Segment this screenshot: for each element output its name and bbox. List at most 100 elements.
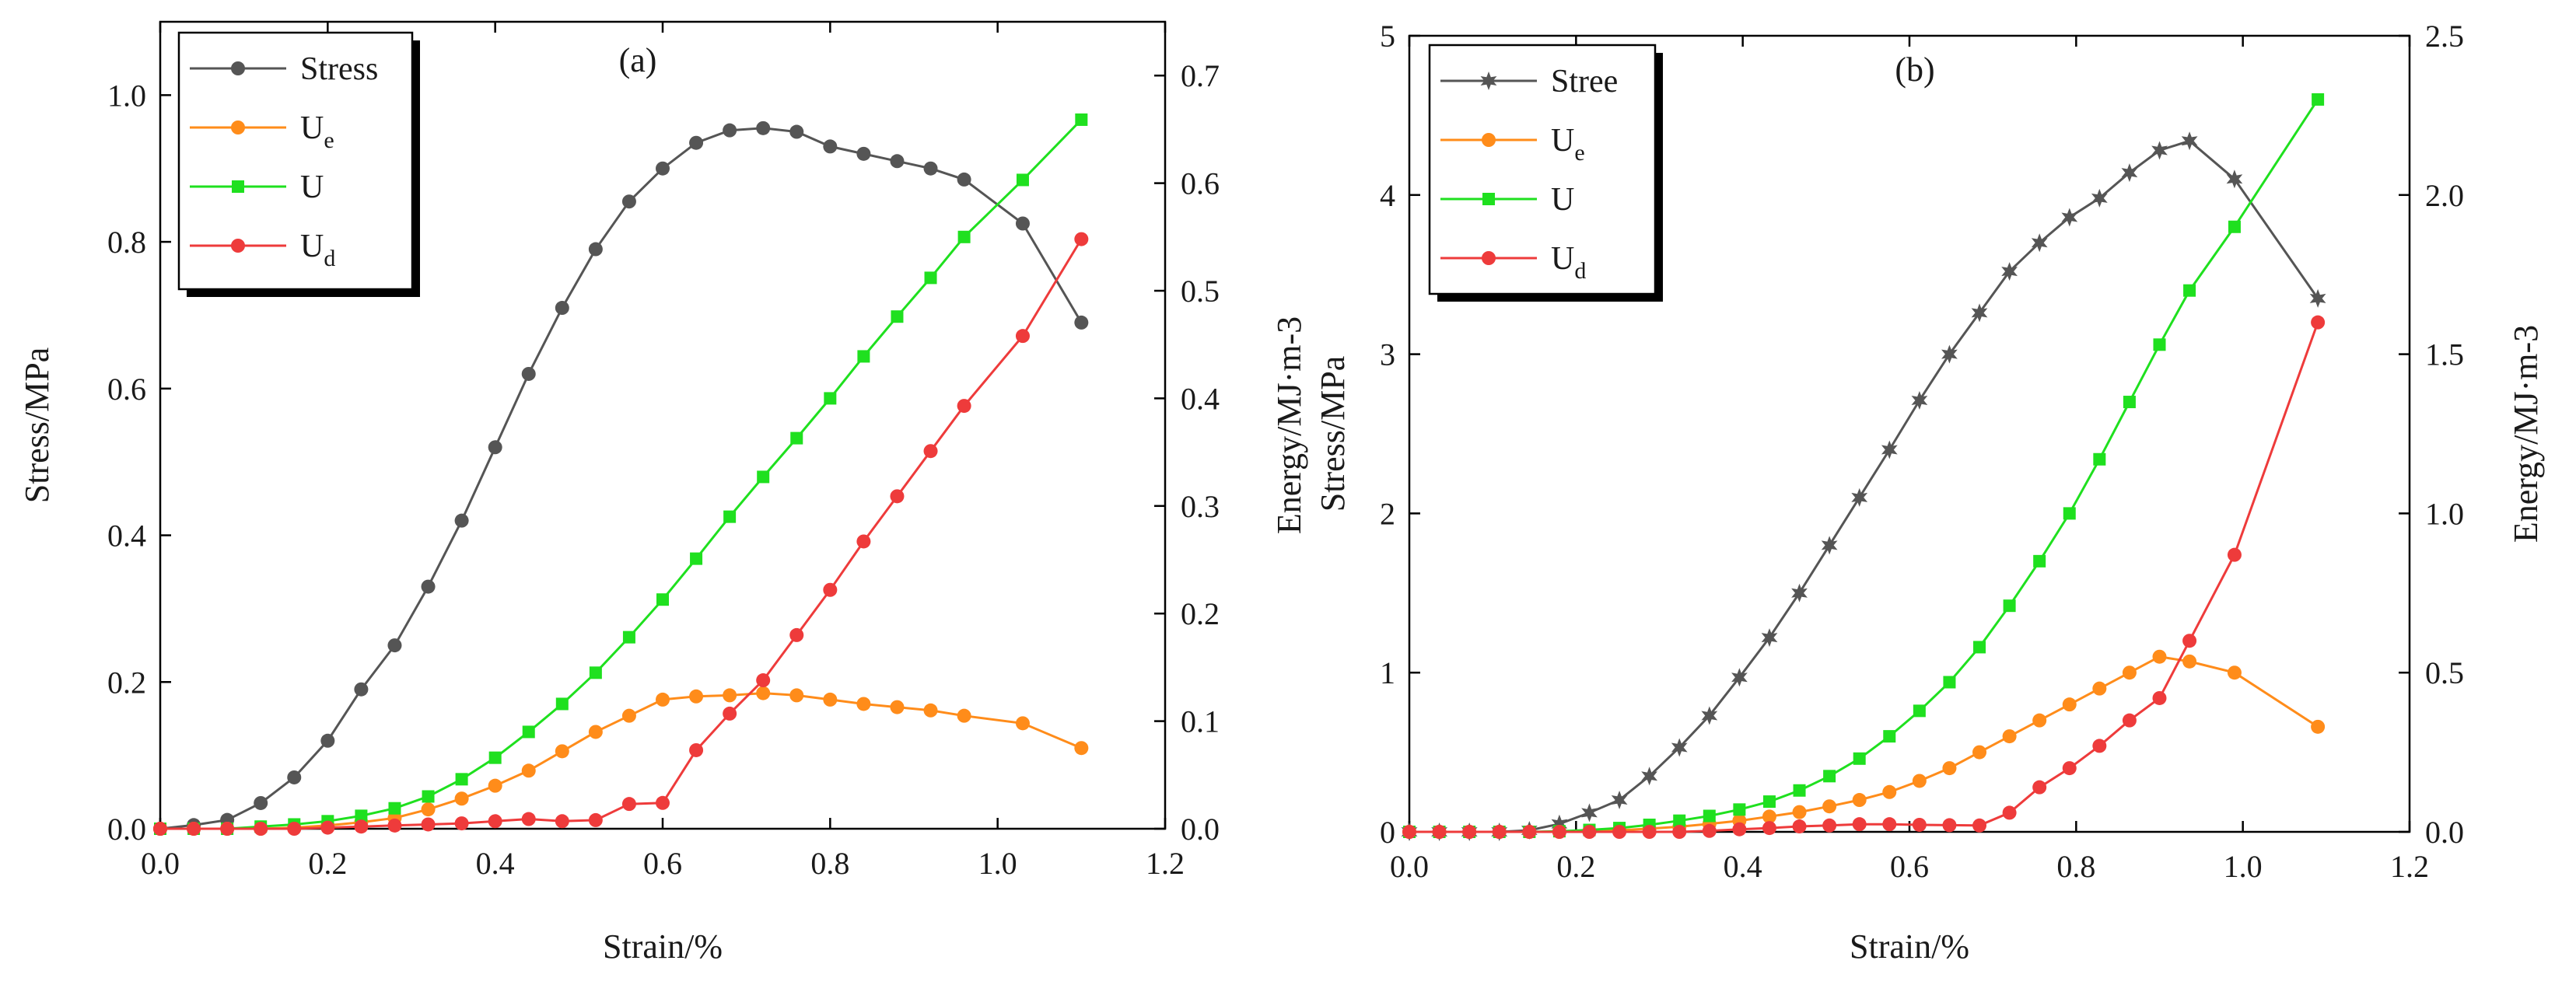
data-point-ud [823,582,838,597]
data-point-ud [1702,823,1717,838]
legend-label-u: U [300,169,324,205]
data-point-u [1913,704,1926,718]
data-point-ud [1015,329,1030,344]
data-point-u [2123,396,2136,409]
data-point-stress [354,682,369,697]
legend-label-subscript: e [324,127,334,153]
data-point-stress [1701,706,1718,725]
data-point-u [522,725,535,739]
panel-a: 0.0 0.2 0.4 0.6 0.8 1.0 1.20.00.20.40.60.81.00… [18,20,1308,966]
data-point-u [455,773,468,786]
data-point-ue [723,688,737,703]
data-point-stress [723,123,737,138]
data-point-ud [555,814,569,829]
legend-marker-u [1482,193,1495,205]
data-point-ud [2002,805,2017,820]
data-point-ue [1822,799,1837,814]
data-point-stress [1821,536,1838,555]
x-tick-label: 0.6 [1890,849,1929,884]
data-point-ud [2311,315,2326,330]
data-point-stress [1015,216,1030,231]
data-point-ud [1822,818,1837,833]
data-point-ud [1522,825,1537,839]
x-tick-label: 0.8 [810,846,849,881]
series-ue [1402,649,2326,839]
data-point-stress [823,139,838,154]
data-point-ud [1882,817,1897,832]
data-point-u [555,697,569,711]
y-left-tick-label: 0.6 [107,372,146,407]
data-point-u [388,802,401,815]
data-point-ue [454,791,469,806]
data-point-stress [2181,131,2198,151]
legend-label-text: U [1551,241,1574,277]
data-point-stress [1581,803,1598,823]
data-point-stress [689,135,704,150]
data-point-u [891,310,904,323]
legend-label-ue: Ue [300,110,334,153]
legend-label-text: Stree [1551,64,1618,100]
data-point-ud [723,706,737,721]
data-point-u [1973,641,1986,654]
data-point-stress [387,638,402,653]
legend-label-subscript: e [1574,140,1584,166]
data-point-ue [923,703,938,718]
y-left-axis-title: Stress/MPa [18,348,56,503]
y-left-tick-label: 3 [1380,337,1395,372]
data-point-ue [2032,713,2047,728]
data-point-ud [1582,825,1597,839]
data-point-ud [2227,547,2242,562]
y-right-tick-label: 0.7 [1181,58,1220,93]
data-point-u [2093,452,2106,466]
data-point-u [1673,814,1686,827]
series-stress [153,121,1089,836]
data-point-u [690,552,703,565]
data-point-ue [2311,719,2326,734]
data-point-ue [823,692,838,707]
legend-label-subscript: d [324,246,335,271]
data-point-stress [1791,583,1808,603]
data-point-ue [488,778,502,793]
series-ud [1402,315,2326,839]
x-tick-label: 0.6 [643,846,682,881]
legend-marker-ud [1482,251,1496,265]
y-left-tick-label: 0.2 [107,665,146,700]
legend-label-u: U [1551,182,1574,218]
data-point-stress [1851,487,1868,507]
data-point-u [1853,752,1866,765]
data-point-stress [1611,791,1628,809]
series-line-ud [160,238,1083,830]
data-point-stress [957,172,971,187]
data-point-u [2228,220,2241,233]
data-point-ud [488,814,502,829]
data-point-stress [2061,208,2078,227]
x-tick-label: 1.2 [2390,849,2429,884]
y-right-axis-title: Energy/MJ·m-3 [1270,316,1308,534]
data-point-u [1016,173,1029,187]
data-point-stress [1551,814,1568,833]
data-point-ue [2182,654,2197,669]
data-point-ue [2152,649,2167,664]
data-point-stress [890,154,905,169]
data-point-u [656,593,669,606]
data-point-u [1762,795,1776,809]
data-point-u [824,392,837,405]
legend-marker-ud [231,239,245,253]
data-point-ue [689,689,704,704]
y-left-axis-title: Stress/MPa [1314,356,1352,512]
data-point-ud [689,742,704,757]
data-point-ud [789,627,804,642]
data-point-stress [2226,169,2243,189]
data-point-stress [287,770,302,784]
data-point-ue [1972,745,1987,760]
data-point-ud [2182,634,2197,648]
data-point-ud [1942,818,1957,833]
data-point-stress [1971,303,1988,323]
x-tick-label: 0.8 [2056,849,2095,884]
data-point-ue [2227,665,2242,680]
data-point-ue [1792,805,1807,819]
data-point-u [1075,113,1088,126]
